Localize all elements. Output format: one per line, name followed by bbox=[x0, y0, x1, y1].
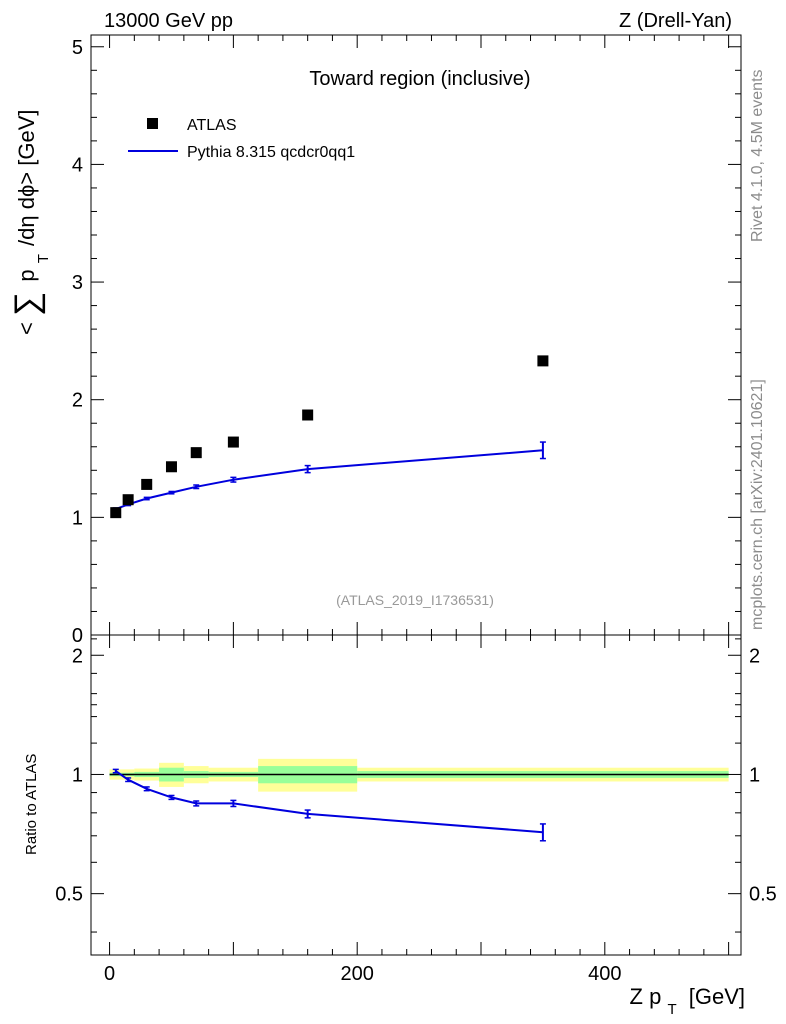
ratio-series-line bbox=[115, 770, 543, 834]
ratio-y-tick-label-right: 0.5 bbox=[749, 884, 777, 906]
x-tick-label: 400 bbox=[588, 963, 621, 985]
mc-series-line bbox=[115, 449, 543, 511]
main-y-axis-label: < ∑ p T /dη dϕ> [GeV] bbox=[8, 110, 53, 336]
main-y-tick-label: 4 bbox=[72, 154, 83, 176]
atlas-data-point bbox=[141, 478, 153, 490]
ratio-y-axis-label: Ratio to ATLAS bbox=[23, 754, 40, 855]
legend-atlas-marker bbox=[147, 118, 158, 129]
ratio-frame bbox=[90, 634, 742, 956]
atlas-data-point bbox=[165, 461, 177, 473]
main-y-tick-label: 3 bbox=[72, 272, 83, 294]
main-panel: 0 1 2 3 4 5 Toward region (inclusive) (ATLAS_… bbox=[8, 34, 742, 647]
main-title: Toward region (inclusive) bbox=[309, 68, 530, 90]
rivet-label: Rivet 4.1.0, 4.5M events bbox=[749, 69, 766, 242]
svg-text:< ∑ p: < ∑ p T /dη dϕ> [GeV] bbox=[8, 110, 53, 336]
process-label: Z (Drell-Yan) bbox=[619, 10, 732, 32]
ratio-y-tick-label-right: 1 bbox=[749, 764, 760, 786]
main-plot-marks bbox=[110, 355, 549, 519]
atlas-data-point bbox=[537, 355, 549, 367]
atlas-data-point bbox=[110, 507, 122, 519]
ratio-plot-marks bbox=[109, 758, 729, 842]
main-y-tick-label: 1 bbox=[72, 507, 83, 529]
ratio-axis-ticks: 0.5 0.5 1 1 2 2 0 200 400 bbox=[55, 635, 777, 985]
ratio-y-tick-label: 1 bbox=[72, 764, 83, 786]
main-y-tick-label: 2 bbox=[72, 390, 83, 412]
main-y-tick-label: 0 bbox=[72, 625, 83, 647]
legend-mc-label: Pythia 8.315 qcdcr0qq1 bbox=[187, 144, 355, 161]
energy-label: 13000 GeV pp bbox=[104, 10, 233, 32]
ratio-panel: 0.5 0.5 1 1 2 2 0 200 400 Ratio to ATLAS Z p T [… bbox=[23, 634, 777, 1019]
atlas-data-point bbox=[190, 447, 202, 459]
x-axis-label: Z p T [GeV] bbox=[630, 984, 745, 1019]
ratio-y-tick-label: 0.5 bbox=[55, 884, 83, 906]
mcplots-label: mcplots.cern.ch [arXiv:2401.10621] bbox=[749, 379, 766, 630]
atlas-data-point bbox=[122, 494, 134, 506]
analysis-id: (ATLAS_2019_I1736531) bbox=[336, 592, 494, 608]
x-tick-label: 0 bbox=[104, 963, 115, 985]
atlas-data-point bbox=[227, 436, 239, 448]
main-axis-ticks: 0 1 2 3 4 5 bbox=[72, 35, 741, 647]
atlas-data-point bbox=[302, 409, 314, 421]
ratio-y-tick-label: 2 bbox=[72, 645, 83, 667]
ratio-y-tick-label-right: 2 bbox=[749, 645, 760, 667]
main-y-tick-label: 5 bbox=[72, 37, 83, 59]
x-tick-label: 200 bbox=[341, 963, 374, 985]
legend-atlas-label: ATLAS bbox=[187, 117, 237, 134]
